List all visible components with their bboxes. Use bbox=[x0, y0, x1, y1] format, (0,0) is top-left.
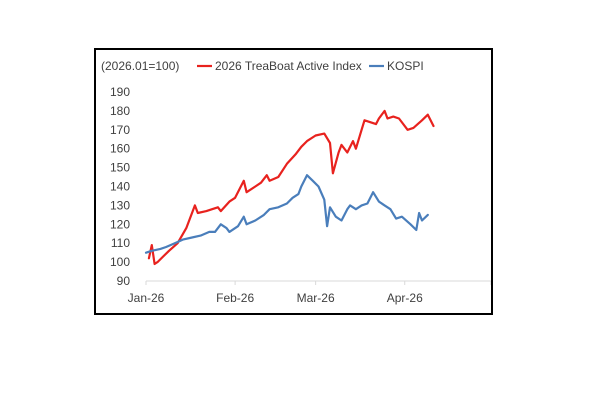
x-axis-ticks: Jan-26 Feb-26 Mar-26 Apr-26 bbox=[128, 281, 491, 305]
y-tick-label: 90 bbox=[117, 274, 131, 288]
y-tick-label: 120 bbox=[110, 217, 130, 231]
chart-frame: (2026.01=100) 2026 TreaBoat Active Index… bbox=[94, 48, 493, 315]
line-chart: (2026.01=100) 2026 TreaBoat Active Index… bbox=[101, 59, 491, 305]
x-tick-label: Jan-26 bbox=[128, 291, 165, 305]
y-tick-label: 140 bbox=[110, 180, 130, 194]
y-tick-label: 170 bbox=[110, 123, 130, 137]
legend-label-treaboat: 2026 TreaBoat Active Index bbox=[215, 59, 362, 73]
y-tick-label: 130 bbox=[110, 198, 130, 212]
series-layer bbox=[144, 109, 435, 266]
y-axis-tick-labels: 90 100 110 120 130 140 150 160 170 180 190 bbox=[110, 85, 130, 288]
y-tick-label: 110 bbox=[111, 236, 130, 250]
y-tick-label: 180 bbox=[110, 104, 130, 118]
series-line-treaboat-index bbox=[147, 109, 435, 266]
y-tick-label: 190 bbox=[110, 85, 130, 99]
legend-label-kospi: KOSPI bbox=[387, 59, 424, 73]
unit-label: (2026.01=100) bbox=[101, 59, 179, 73]
x-tick-label: Mar-26 bbox=[297, 291, 335, 305]
y-tick-label: 150 bbox=[110, 161, 130, 175]
x-tick-label: Apr-26 bbox=[387, 291, 423, 305]
series-line-kospi bbox=[144, 174, 429, 254]
y-tick-label: 100 bbox=[110, 255, 130, 269]
y-tick-label: 160 bbox=[110, 142, 130, 156]
x-tick-label: Feb-26 bbox=[216, 291, 254, 305]
